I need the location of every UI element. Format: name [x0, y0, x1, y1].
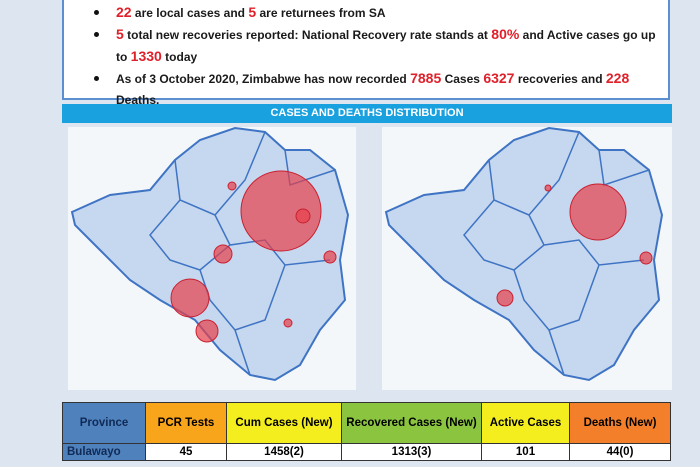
bullet-text: As of 3 October 2020, Zimbabwe has now r…	[116, 72, 407, 86]
highlight-text: 80%	[491, 26, 520, 42]
header-cell: Recovered Cases (New)	[341, 402, 482, 444]
highlight-text: 1330	[130, 48, 162, 64]
province-borders	[149, 131, 336, 376]
banner: CASES AND DEATHS DISTRIBUTION	[62, 104, 672, 123]
bullet-text: Cases	[444, 72, 480, 86]
bullet-text: Deaths.	[116, 93, 160, 107]
bullet: 22 are local cases and 5 are returnees f…	[94, 2, 668, 24]
table-cell: Bulawayo	[62, 443, 146, 461]
table-cell: 44(0)	[569, 443, 671, 461]
case-bubbles	[170, 170, 337, 343]
header-cell: Active Cases	[481, 402, 570, 444]
bullet: 5 total new recoveries reported: Nationa…	[94, 24, 668, 68]
header-cell: Province	[62, 402, 146, 444]
bullet-text: are returnees from SA	[259, 6, 386, 20]
table-cell: 45	[145, 443, 227, 461]
table-cell: 101	[481, 443, 570, 461]
header-cell: Deaths (New)	[569, 402, 671, 444]
highlight-text: 5	[116, 26, 124, 42]
highlight-text: 22	[116, 4, 132, 20]
table-cell: 1458(2)	[226, 443, 342, 461]
maps	[68, 126, 672, 390]
table-row: Bulawayo 45 1458(2) 1313(3) 101 44(0)	[62, 443, 671, 461]
map-left	[68, 126, 356, 390]
highlight-text: 7885	[410, 70, 442, 86]
bullet: As of 3 October 2020, Zimbabwe has now r…	[94, 68, 668, 111]
bullet-text: are local cases and	[134, 6, 245, 20]
map-right	[382, 126, 672, 390]
highlight-text: 6327	[483, 70, 515, 86]
header-cell: PCR Tests	[145, 402, 227, 444]
highlight-text: 228	[605, 70, 630, 86]
province-borders	[463, 131, 650, 376]
death-bubbles	[496, 183, 653, 307]
header-row: Province PCR Tests Cum Cases (New) Recovere…	[62, 402, 671, 444]
bullet-text: recoveries and	[517, 72, 603, 86]
bullet-text: today	[165, 50, 198, 64]
highlight-text: 5	[248, 4, 257, 20]
header-cell: Cum Cases (New)	[226, 402, 342, 444]
bullet-list: 22 are local cases and 5 are returnees f…	[64, 0, 668, 111]
table-cell: 1313(3)	[341, 443, 482, 461]
bullet-text: and Active cases go up to	[116, 28, 656, 64]
summary-box: 22 are local cases and 5 are returnees f…	[62, 0, 670, 107]
bullet-text: total new recoveries reported: National …	[127, 28, 488, 42]
province-table: Province PCR Tests Cum Cases (New) Recovere…	[62, 402, 671, 461]
